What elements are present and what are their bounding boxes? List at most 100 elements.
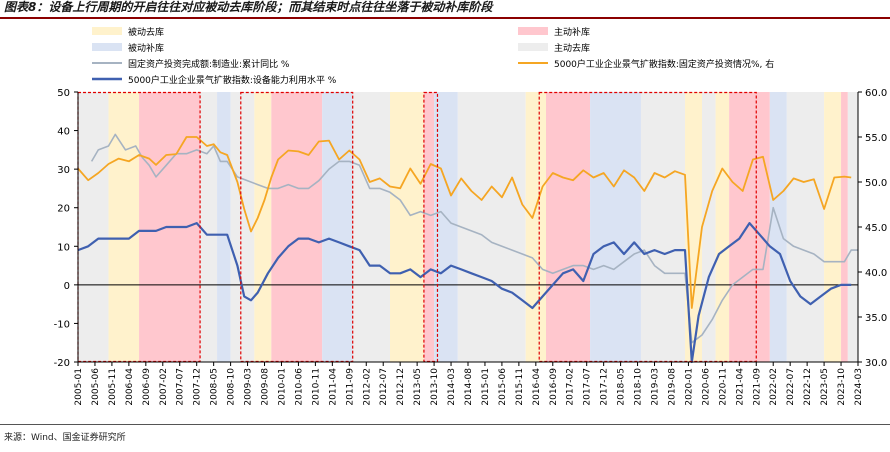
x-tick-label: 2012-12: [396, 368, 406, 406]
x-tick-label: 2006-04: [125, 368, 135, 406]
band-passive-destock: [715, 92, 730, 362]
legend-label-active-destock: 主动去库: [554, 42, 590, 54]
x-tick-label: 2008-10: [227, 368, 237, 406]
band-active-destock: [786, 92, 825, 362]
x-tick-label: 2012-07: [379, 368, 389, 406]
x-tick-label: 2022-12: [803, 368, 813, 406]
band-active-destock: [847, 92, 858, 362]
band-active-destock: [457, 92, 526, 362]
x-tick-label: 2011-09: [345, 368, 355, 406]
band-active-destock: [230, 92, 255, 362]
band-active-restock: [841, 92, 848, 362]
legend: 被动去库 被动补库 固定资产投资完成额:制造业:累计同比 % 5000户工业企业…: [92, 26, 774, 86]
legend-label-pmi-invest: 5000户工业企业景气扩散指数:固定资产投资情况%, 右: [554, 58, 774, 70]
chart: 被动去库 被动补库 固定资产投资完成额:制造业:累计同比 % 5000户工业企业…: [54, 26, 888, 406]
band-passive-restock: [434, 92, 458, 362]
x-tick-label: 2009-08: [261, 368, 271, 406]
y-left-tick-label: 40: [57, 127, 70, 138]
axes: 50 40 30 20 10 0 -10 -20 60.0 55.0 50.0 45.0 40.0 35.…: [54, 88, 888, 406]
x-tick-label: 2019-03: [651, 368, 661, 406]
y-left-tick-label: 10: [57, 242, 70, 253]
legend-swatch-active-destock: [518, 43, 548, 51]
x-tick-label: 2006-09: [142, 368, 152, 406]
inventory-cycle-bands: [78, 92, 858, 362]
x-tick-label: 2020-06: [701, 368, 711, 406]
x-tick-label: 2005-11: [108, 368, 118, 406]
band-passive-destock: [108, 92, 140, 362]
y-right-tick-label: 55.0: [865, 133, 887, 144]
x-tick-label: 2017-12: [600, 368, 610, 406]
x-tick-label: 2012-02: [362, 368, 372, 406]
y-right-tick-label: 50.0: [865, 178, 887, 189]
x-tick-label: 2011-04: [328, 368, 338, 406]
band-passive-destock: [824, 92, 842, 362]
series-fai-line: [90, 133, 858, 344]
band-active-destock: [702, 92, 716, 362]
y-right-tick-label: 60.0: [865, 88, 887, 99]
x-tick-label: 2019-08: [667, 368, 677, 406]
band-active-destock: [640, 92, 686, 362]
y-left-tick-label: 30: [57, 165, 70, 176]
y-left-tick-label: -10: [54, 319, 70, 330]
x-tick-label: 2017-07: [583, 368, 593, 406]
x-tick-label: 2023-10: [837, 368, 847, 406]
x-tick-label: 2010-11: [311, 368, 321, 406]
x-tick-label: 2020-01: [684, 368, 694, 406]
band-active-restock: [546, 92, 591, 362]
x-tick-label: 2007-12: [193, 368, 203, 406]
highlight-box-3: [423, 91, 439, 363]
band-active-destock: [200, 92, 218, 362]
band-passive-restock: [769, 92, 787, 362]
x-tick-label: 2008-05: [210, 368, 220, 406]
legend-swatch-passive-destock: [92, 27, 122, 35]
band-active-restock: [423, 92, 435, 362]
x-tick-label: 2014-03: [447, 368, 457, 406]
legend-label-passive-destock: 被动去库: [128, 26, 164, 38]
x-tick-label: 2018-10: [634, 368, 644, 406]
figure-title: 图表8：设备上行周期的开启往往对应被动去库阶段；而其结束时点往往坐落于被动补库阶…: [4, 0, 493, 14]
x-tick-label: 2009-03: [244, 368, 254, 406]
y-left-tick-label: 0: [64, 281, 70, 292]
legend-label-fai: 固定资产投资完成额:制造业:累计同比 %: [128, 58, 290, 70]
band-passive-destock: [685, 92, 702, 362]
x-tick-label: 2005-06: [91, 368, 101, 406]
band-passive-destock: [525, 92, 546, 362]
x-tick-label: 2020-11: [718, 368, 728, 406]
x-tick-label: 2022-02: [769, 368, 779, 406]
x-tick-label: 2021-04: [735, 368, 745, 406]
y-left-tick-label: -20: [54, 358, 70, 369]
y-right-tick-label: 35.0: [865, 313, 887, 324]
x-tick-label: 2013-10: [430, 368, 440, 406]
x-tick-label: 2007-07: [176, 368, 186, 406]
x-tick-label: 2016-09: [549, 368, 559, 406]
x-tick-label: 2024-03: [854, 368, 864, 406]
x-tick-label: 2016-04: [532, 368, 542, 406]
x-tick-label: 2015-01: [481, 368, 491, 406]
source-divider: [0, 424, 890, 425]
band-passive-restock: [322, 92, 353, 362]
x-tick-label: 2015-11: [515, 368, 525, 406]
x-tick-label: 2023-05: [820, 368, 830, 406]
legend-label-capacity: 5000户工业企业景气扩散指数:设备能力利用水平 %: [128, 74, 337, 86]
highlight-box-4: [538, 91, 757, 363]
source-note: 来源：Wind、国金证券研究所: [4, 433, 126, 443]
band-passive-restock: [590, 92, 641, 362]
y-right-tick-label: 30.0: [865, 358, 887, 369]
band-passive-destock: [390, 92, 424, 362]
x-tick-label: 2015-06: [498, 368, 508, 406]
y-left-tick-label: 50: [57, 88, 70, 99]
x-tick-label: 2013-05: [413, 368, 423, 406]
legend-swatch-passive-restock: [92, 43, 122, 51]
band-passive-destock: [254, 92, 272, 362]
x-tick-label: 2010-06: [294, 368, 304, 406]
y-right-tick-label: 45.0: [865, 223, 887, 234]
series-lines: [77, 133, 858, 364]
y-left-tick-label: 20: [57, 204, 70, 215]
x-tick-label: 2007-02: [159, 368, 169, 406]
legend-swatch-active-restock: [518, 27, 548, 35]
legend-label-active-restock: 主动补库: [554, 26, 590, 38]
band-active-destock: [78, 92, 109, 362]
title-divider: [0, 17, 890, 19]
x-tick-label: 2018-05: [617, 368, 627, 406]
x-tick-label: 2014-08: [464, 368, 474, 406]
